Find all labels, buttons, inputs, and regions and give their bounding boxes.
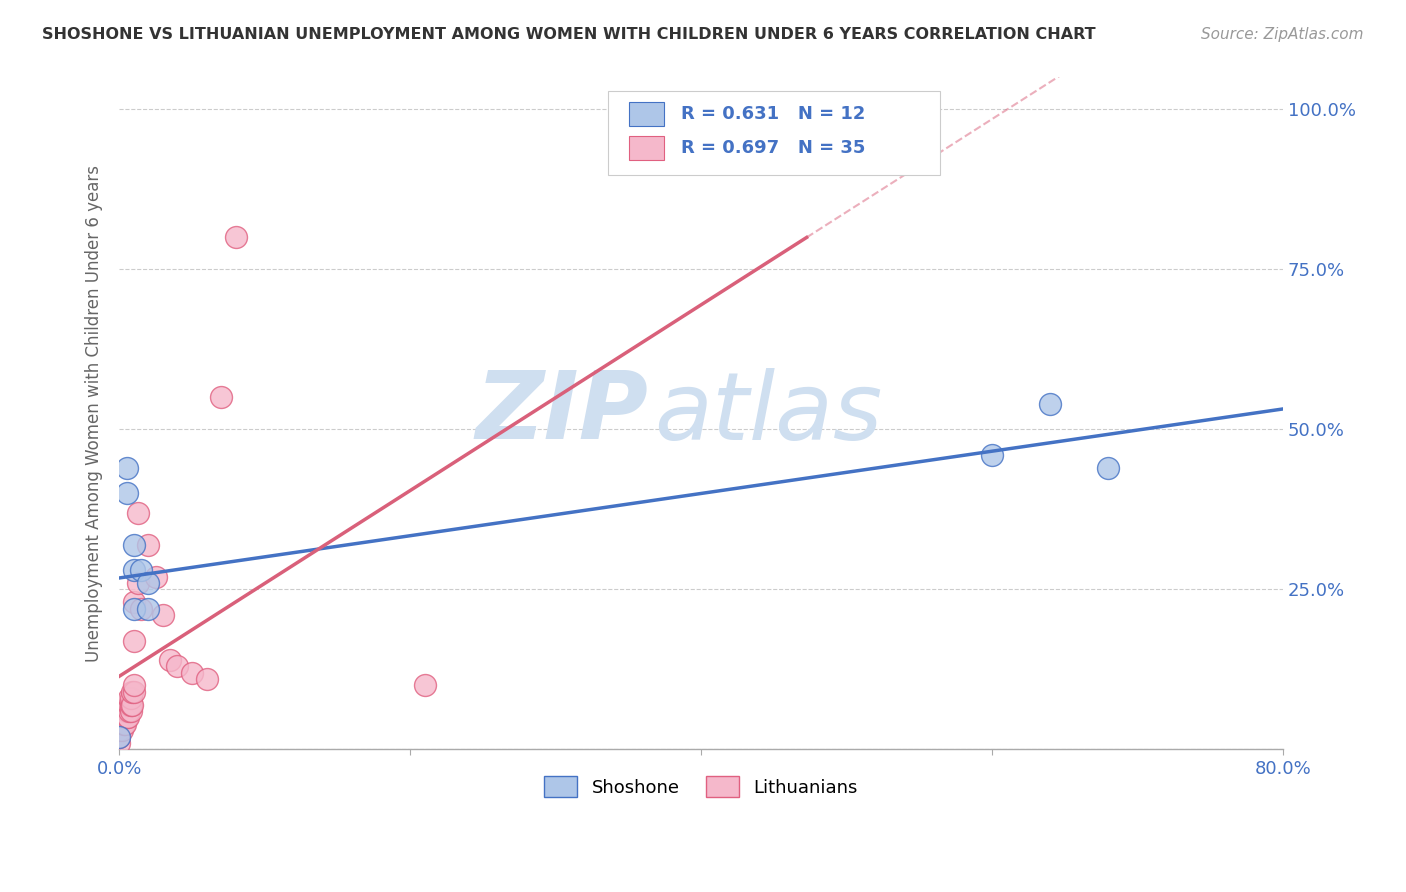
- Point: [129, 601, 152, 615]
- Text: ZIP: ZIP: [475, 368, 648, 459]
- Point: [121, 698, 143, 712]
- Point: [118, 691, 141, 706]
- Point: [138, 538, 160, 552]
- Point: [166, 659, 188, 673]
- Point: [115, 704, 138, 718]
- Point: [152, 607, 174, 622]
- Point: [981, 448, 1004, 462]
- Point: [115, 710, 138, 724]
- Point: [115, 486, 138, 500]
- Point: [120, 691, 142, 706]
- Point: [138, 601, 160, 615]
- Point: [159, 653, 181, 667]
- FancyBboxPatch shape: [628, 103, 664, 127]
- Point: [112, 710, 135, 724]
- Point: [138, 576, 160, 591]
- Point: [117, 710, 139, 724]
- Point: [108, 723, 131, 738]
- Point: [120, 704, 142, 718]
- Text: atlas: atlas: [655, 368, 883, 458]
- Point: [112, 716, 135, 731]
- Point: [122, 678, 145, 692]
- Point: [122, 601, 145, 615]
- Text: SHOSHONE VS LITHUANIAN UNEMPLOYMENT AMONG WOMEN WITH CHILDREN UNDER 6 YEARS CORR: SHOSHONE VS LITHUANIAN UNEMPLOYMENT AMON…: [42, 27, 1095, 42]
- Point: [195, 672, 218, 686]
- Point: [111, 723, 134, 738]
- Point: [129, 563, 152, 577]
- Text: Source: ZipAtlas.com: Source: ZipAtlas.com: [1201, 27, 1364, 42]
- Point: [114, 716, 136, 731]
- Point: [108, 730, 131, 744]
- Point: [115, 460, 138, 475]
- Text: R = 0.697   N = 35: R = 0.697 N = 35: [682, 139, 866, 157]
- Legend: Shoshone, Lithuanians: Shoshone, Lithuanians: [537, 769, 865, 805]
- Point: [122, 633, 145, 648]
- Point: [127, 576, 149, 591]
- FancyBboxPatch shape: [628, 136, 664, 160]
- FancyBboxPatch shape: [607, 91, 939, 175]
- Point: [108, 730, 131, 744]
- Point: [122, 595, 145, 609]
- Point: [1039, 397, 1062, 411]
- Y-axis label: Unemployment Among Women with Children Under 6 years: Unemployment Among Women with Children U…: [86, 165, 103, 662]
- Point: [108, 736, 131, 750]
- Point: [118, 698, 141, 712]
- Point: [225, 230, 247, 244]
- Point: [1097, 460, 1119, 475]
- Point: [413, 678, 436, 692]
- Point: [181, 665, 204, 680]
- Point: [122, 538, 145, 552]
- Point: [127, 506, 149, 520]
- Point: [118, 704, 141, 718]
- Point: [122, 563, 145, 577]
- Point: [209, 391, 232, 405]
- Text: R = 0.631   N = 12: R = 0.631 N = 12: [682, 105, 866, 123]
- Point: [145, 569, 167, 583]
- Point: [120, 698, 142, 712]
- Point: [121, 685, 143, 699]
- Point: [122, 685, 145, 699]
